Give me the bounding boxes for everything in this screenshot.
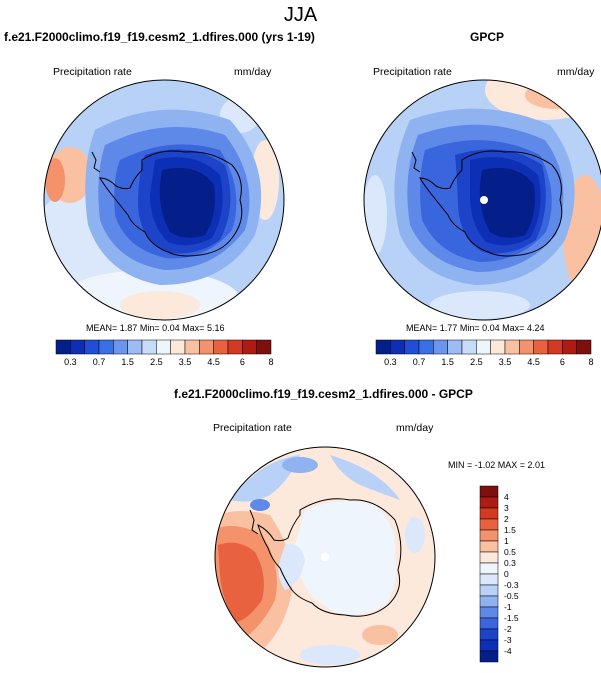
colorbar-swatch	[479, 617, 499, 630]
colorbar-swatch	[479, 518, 499, 531]
colorbar-tick-label: 0.7	[413, 357, 426, 367]
colorbar-swatch	[479, 639, 499, 652]
colorbar-tick-label: 0.3	[384, 357, 397, 367]
colorbar-tick-label: 0	[504, 569, 509, 579]
colorbar-tick-label: 2.5	[470, 357, 483, 367]
colorbar-tick-label: 0.3	[64, 357, 77, 367]
figure-title: JJA	[283, 4, 318, 26]
colorbar-tick-label: 4	[504, 492, 509, 502]
colorbar-tick-label: -3	[504, 635, 512, 645]
colorbar-swatch	[479, 496, 499, 509]
colorbar-swatch	[479, 540, 499, 553]
colorbar-swatch	[479, 584, 499, 597]
colorbar-tick-label: -1	[504, 602, 512, 612]
colorbar-swatch	[256, 339, 272, 355]
colorbar-swatch	[479, 628, 499, 641]
panel-title-model: f.e21.F2000climo.f19_f19.cesm2_1.dfires.…	[4, 30, 315, 44]
colorbar-tick-label: 2	[504, 514, 509, 524]
pole-marker-icon	[480, 196, 488, 204]
colorbar-tick-label: 0.5	[504, 547, 516, 557]
colorbar-swatch	[479, 507, 499, 520]
panel-left-label-gpcp: Precipitation rate	[373, 66, 452, 78]
colorbar-swatch	[479, 562, 499, 575]
colorbar-tick-label: 6	[560, 357, 565, 367]
colorbar-swatch	[479, 485, 499, 498]
colorbar-gpcp: 0.3 0.7 1.5 2.5 3.5 4.5 6 8	[375, 339, 594, 367]
colorbar-swatch	[479, 650, 499, 663]
panel-left-label-diff: Precipitation rate	[213, 422, 292, 434]
panel-unit-label-diff: mm/day	[396, 422, 434, 434]
colorbar-tick-label: 1	[504, 536, 509, 546]
panel-title-diff: f.e21.F2000climo.f19_f19.cesm2_1.dfires.…	[174, 387, 473, 401]
colorbar-tick-label: 3.5	[179, 357, 192, 367]
colorbar-tick-label: 8	[268, 357, 273, 367]
colorbar-tick-label: 1.5	[121, 357, 134, 367]
colorbar-swatch	[479, 595, 499, 608]
panel-left-label-model: Precipitation rate	[53, 66, 132, 78]
pole-marker-diff-icon	[321, 553, 329, 561]
colorbar-tick-label: 0.3	[504, 558, 516, 568]
colorbar-tick-label: -4	[504, 646, 512, 656]
colorbar-model: 0.3 0.7 1.5 2.5 3.5 4.5 6 8	[55, 339, 274, 367]
colorbar-swatch	[576, 339, 592, 355]
colorbar-tick-label: 1.5	[504, 525, 516, 535]
panel-unit-label-gpcp: mm/day	[557, 66, 595, 78]
colorbar-swatch	[479, 573, 499, 586]
colorbar-tick-label: 3.5	[499, 357, 512, 367]
colorbar-tick-label: -2	[504, 624, 512, 634]
stats-model: MEAN= 1.87 Min= 0.04 Max= 5.16	[86, 323, 225, 333]
colorbar-swatch	[479, 551, 499, 564]
colorbar-tick-label: 4.5	[527, 357, 540, 367]
panel-unit-label-model: mm/day	[234, 66, 272, 78]
colorbar-tick-label: 3	[504, 503, 509, 513]
panel-title-gpcp: GPCP	[470, 30, 505, 44]
colorbar-tick-label: 6	[240, 357, 245, 367]
colorbar-tick-label: 8	[588, 357, 593, 367]
stats-diff: MIN = -1.02 MAX = 2.01	[448, 460, 546, 470]
colorbar-tick-label: -0.3	[504, 580, 519, 590]
colorbar-tick-label: 0.7	[93, 357, 106, 367]
colorbar-tick-label: -1.5	[504, 613, 519, 623]
colorbar-tick-label: 2.5	[150, 357, 163, 367]
stats-gpcp: MEAN= 1.77 Min= 0.04 Max= 4.24	[406, 323, 545, 333]
colorbar-swatch	[479, 606, 499, 619]
colorbar-tick-label: 1.5	[441, 357, 454, 367]
colorbar-swatch	[479, 529, 499, 542]
colorbar-tick-label: -0.5	[504, 591, 519, 601]
colorbar-tick-label: 4.5	[207, 357, 220, 367]
